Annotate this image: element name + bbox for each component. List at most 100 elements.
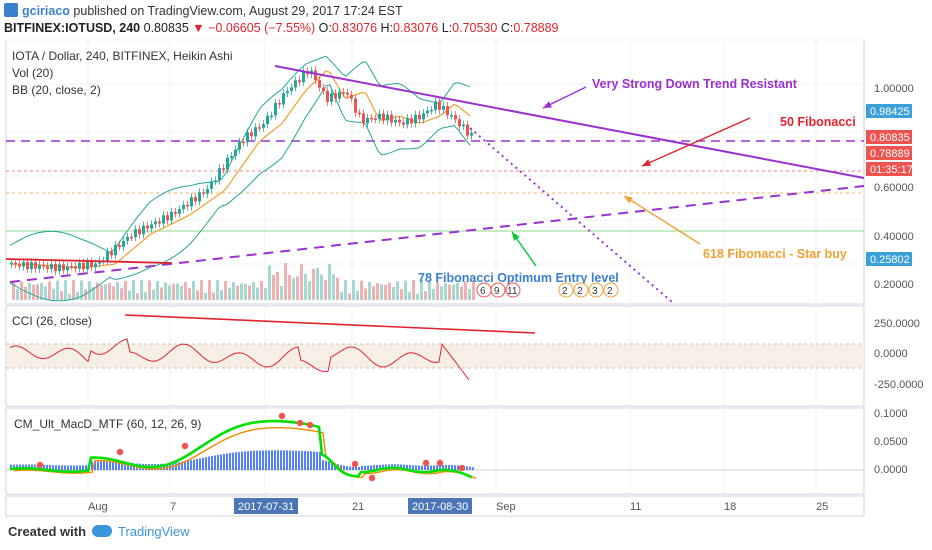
volume-bar: [292, 277, 295, 300]
candle-body: [270, 115, 273, 118]
volume-bar: [336, 277, 339, 300]
volume-bar: [104, 284, 107, 300]
macd-histogram-bar: [85, 465, 87, 470]
volume-bar: [428, 280, 431, 300]
candle-body: [302, 71, 305, 83]
publish-line: gciriaco published on TradingView.com, A…: [4, 3, 403, 18]
candle-body: [174, 211, 177, 214]
last-price: 0.80835: [143, 21, 189, 35]
candle-body: [366, 117, 369, 124]
macd-histogram-bar: [454, 465, 456, 470]
volume-bar: [460, 286, 463, 300]
annotation-fib78[interactable]: 78 Fibonacci Optimum Entry level: [418, 271, 619, 285]
candle-body: [210, 181, 213, 189]
candle-body: [342, 92, 345, 94]
cci-line: [9, 338, 470, 381]
volume-bar: [328, 263, 331, 300]
volume-bar: [136, 293, 139, 300]
annotation-downtrend[interactable]: Very Strong Down Trend Resistant: [592, 77, 798, 91]
macd-histogram-bar: [181, 461, 183, 470]
volume-bar: [384, 284, 387, 300]
volume-bar: [280, 286, 283, 300]
volume-bar: [244, 283, 247, 300]
trend-drawings[interactable]: [5, 65, 865, 303]
candle-body: [198, 192, 201, 202]
annotation-fib618[interactable]: 618 Fibonacci - Star buy: [703, 247, 847, 261]
volume-bar: [288, 275, 291, 300]
volume-bar: [236, 285, 239, 300]
macd-signal-line: [13, 427, 477, 479]
macd-pane[interactable]: [5, 407, 865, 495]
candle-body: [262, 124, 265, 128]
volume-bar: [208, 280, 211, 300]
macd-histogram-bar: [457, 465, 459, 470]
candle-body: [42, 265, 45, 267]
created-with-label: Created with: [8, 524, 87, 539]
event-badge[interactable]: [603, 282, 619, 298]
macd-histogram-bar: [277, 450, 279, 470]
macd-histogram-bar: [274, 450, 276, 470]
author-name[interactable]: gciriaco: [22, 4, 70, 18]
downtrend-resistance-line: [274, 65, 865, 179]
arrow-downtrend-head: [543, 101, 552, 108]
volume-bar: [36, 284, 39, 300]
volume-bar: [164, 282, 167, 300]
macd-histogram-bar: [247, 451, 249, 470]
macd-histogram-bar: [268, 450, 270, 470]
candle-body: [58, 264, 61, 272]
volume-bar: [140, 280, 143, 300]
event-badges[interactable]: 6 9 11 2 2 3 2: [476, 282, 619, 298]
macd-histogram-bar: [355, 466, 357, 470]
macd-histogram-bar: [310, 451, 312, 470]
macd-histogram-bar: [367, 465, 369, 470]
macd-histogram-bar: [415, 465, 417, 470]
macd-histogram-bar: [112, 461, 114, 470]
candle-body: [38, 265, 41, 269]
candle-body: [214, 180, 217, 182]
volume-bar: [44, 286, 47, 300]
event-badge[interactable]: [490, 282, 506, 298]
macd-histogram-bar: [229, 453, 231, 470]
volume-bar: [68, 293, 71, 300]
low-value: 0.70530: [452, 21, 498, 35]
event-badge[interactable]: [573, 282, 589, 298]
volume-bar: [188, 287, 191, 300]
macd-histogram-bar: [265, 450, 267, 470]
candle-body: [350, 94, 353, 99]
volume-bar: [296, 276, 299, 300]
event-badge-text: 3: [592, 286, 598, 297]
volume-bar: [364, 288, 367, 300]
volume-bar: [40, 282, 43, 300]
macd-histogram-bar: [280, 450, 282, 470]
event-badge[interactable]: [588, 282, 604, 298]
volume-bar: [96, 282, 99, 300]
event-badge-text: 6: [480, 286, 486, 297]
candle-body: [266, 115, 269, 125]
y-tick-1-00: 1.00000: [874, 83, 914, 95]
macd-histogram-bar: [103, 461, 105, 470]
macd-histogram-bar: [322, 460, 324, 470]
macd-fast-line: [9, 419, 473, 479]
macd-histogram-bar: [301, 450, 303, 470]
candle-body: [14, 262, 17, 265]
macd-histogram-bar: [214, 455, 216, 470]
candle-body: [438, 101, 441, 110]
volume-bar: [404, 280, 407, 300]
x-highlight-start: 2017-07-31: [238, 501, 294, 513]
event-badge[interactable]: [505, 282, 521, 298]
candle-body: [86, 261, 89, 270]
candle-body: [70, 266, 73, 268]
tradingview-brand[interactable]: TradingView: [118, 524, 190, 539]
annotation-fib50[interactable]: 50 Fibonacci: [780, 115, 856, 129]
volume-bar: [368, 281, 371, 300]
volume-bar: [300, 263, 303, 300]
macd-histogram-bar: [364, 465, 366, 470]
volume-bar: [168, 285, 171, 300]
down-arrow-icon: ▼: [192, 21, 205, 35]
macd-histogram-bar: [205, 457, 207, 470]
volume-bar: [372, 286, 375, 300]
price-tag-text: 0.78889: [870, 148, 910, 160]
event-badge[interactable]: [558, 282, 574, 298]
volume-bar: [160, 287, 163, 300]
